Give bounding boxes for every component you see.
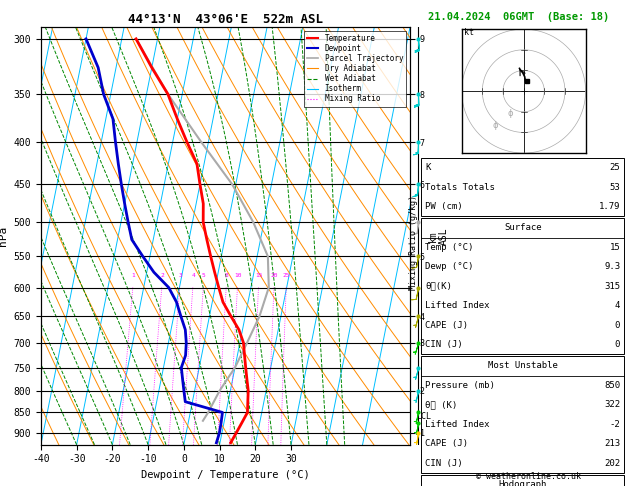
Text: 1.79: 1.79: [599, 202, 620, 211]
Text: kt: kt: [464, 28, 474, 37]
Text: -2: -2: [610, 420, 620, 429]
Text: 4: 4: [615, 301, 620, 310]
Text: 850: 850: [604, 381, 620, 390]
Text: 21.04.2024  06GMT  (Base: 18): 21.04.2024 06GMT (Base: 18): [428, 12, 609, 22]
Text: 25: 25: [610, 163, 620, 172]
Text: Lifted Index: Lifted Index: [425, 420, 490, 429]
Text: 8: 8: [225, 274, 228, 278]
Text: CAPE (J): CAPE (J): [425, 439, 468, 448]
Text: Temp (°C): Temp (°C): [425, 243, 474, 252]
Text: Hodograph: Hodograph: [499, 480, 547, 486]
Text: CIN (J): CIN (J): [425, 340, 463, 349]
Text: 202: 202: [604, 459, 620, 468]
Text: 315: 315: [604, 282, 620, 291]
Text: Totals Totals: Totals Totals: [425, 183, 495, 191]
Text: 0: 0: [615, 340, 620, 349]
Text: 20: 20: [270, 274, 278, 278]
Text: K: K: [425, 163, 431, 172]
Text: © weatheronline.co.uk: © weatheronline.co.uk: [476, 472, 581, 481]
Text: 0: 0: [615, 321, 620, 330]
Text: 1: 1: [131, 274, 135, 278]
Text: PW (cm): PW (cm): [425, 202, 463, 211]
X-axis label: Dewpoint / Temperature (°C): Dewpoint / Temperature (°C): [141, 470, 310, 480]
Text: Dewp (°C): Dewp (°C): [425, 262, 474, 271]
Text: 53: 53: [610, 183, 620, 191]
Text: Surface: Surface: [504, 224, 542, 232]
Legend: Temperature, Dewpoint, Parcel Trajectory, Dry Adiabat, Wet Adiabat, Isotherm, Mi: Temperature, Dewpoint, Parcel Trajectory…: [304, 31, 406, 106]
Text: 5: 5: [202, 274, 206, 278]
Text: 213: 213: [604, 439, 620, 448]
Text: Most Unstable: Most Unstable: [487, 362, 558, 370]
Y-axis label: hPa: hPa: [0, 226, 8, 246]
Text: Lifted Index: Lifted Index: [425, 301, 490, 310]
Text: θᴇ(K): θᴇ(K): [425, 282, 452, 291]
Text: 2: 2: [160, 274, 164, 278]
Text: 4: 4: [192, 274, 195, 278]
Text: ϕ: ϕ: [507, 109, 513, 118]
Text: CAPE (J): CAPE (J): [425, 321, 468, 330]
Text: 25: 25: [283, 274, 291, 278]
Text: 15: 15: [255, 274, 263, 278]
Text: LCL: LCL: [416, 412, 431, 421]
Text: 9.3: 9.3: [604, 262, 620, 271]
Text: Pressure (mb): Pressure (mb): [425, 381, 495, 390]
Text: CIN (J): CIN (J): [425, 459, 463, 468]
Title: 44°13'N  43°06'E  522m ASL: 44°13'N 43°06'E 522m ASL: [128, 13, 323, 26]
Text: ϕ: ϕ: [493, 122, 498, 130]
Text: 3: 3: [179, 274, 182, 278]
Text: 10: 10: [234, 274, 242, 278]
Text: 322: 322: [604, 400, 620, 409]
Text: θᴇ (K): θᴇ (K): [425, 400, 457, 409]
Y-axis label: km
ASL: km ASL: [428, 227, 449, 244]
Text: 15: 15: [610, 243, 620, 252]
Text: Mixing Ratio (g/kg): Mixing Ratio (g/kg): [409, 195, 418, 291]
